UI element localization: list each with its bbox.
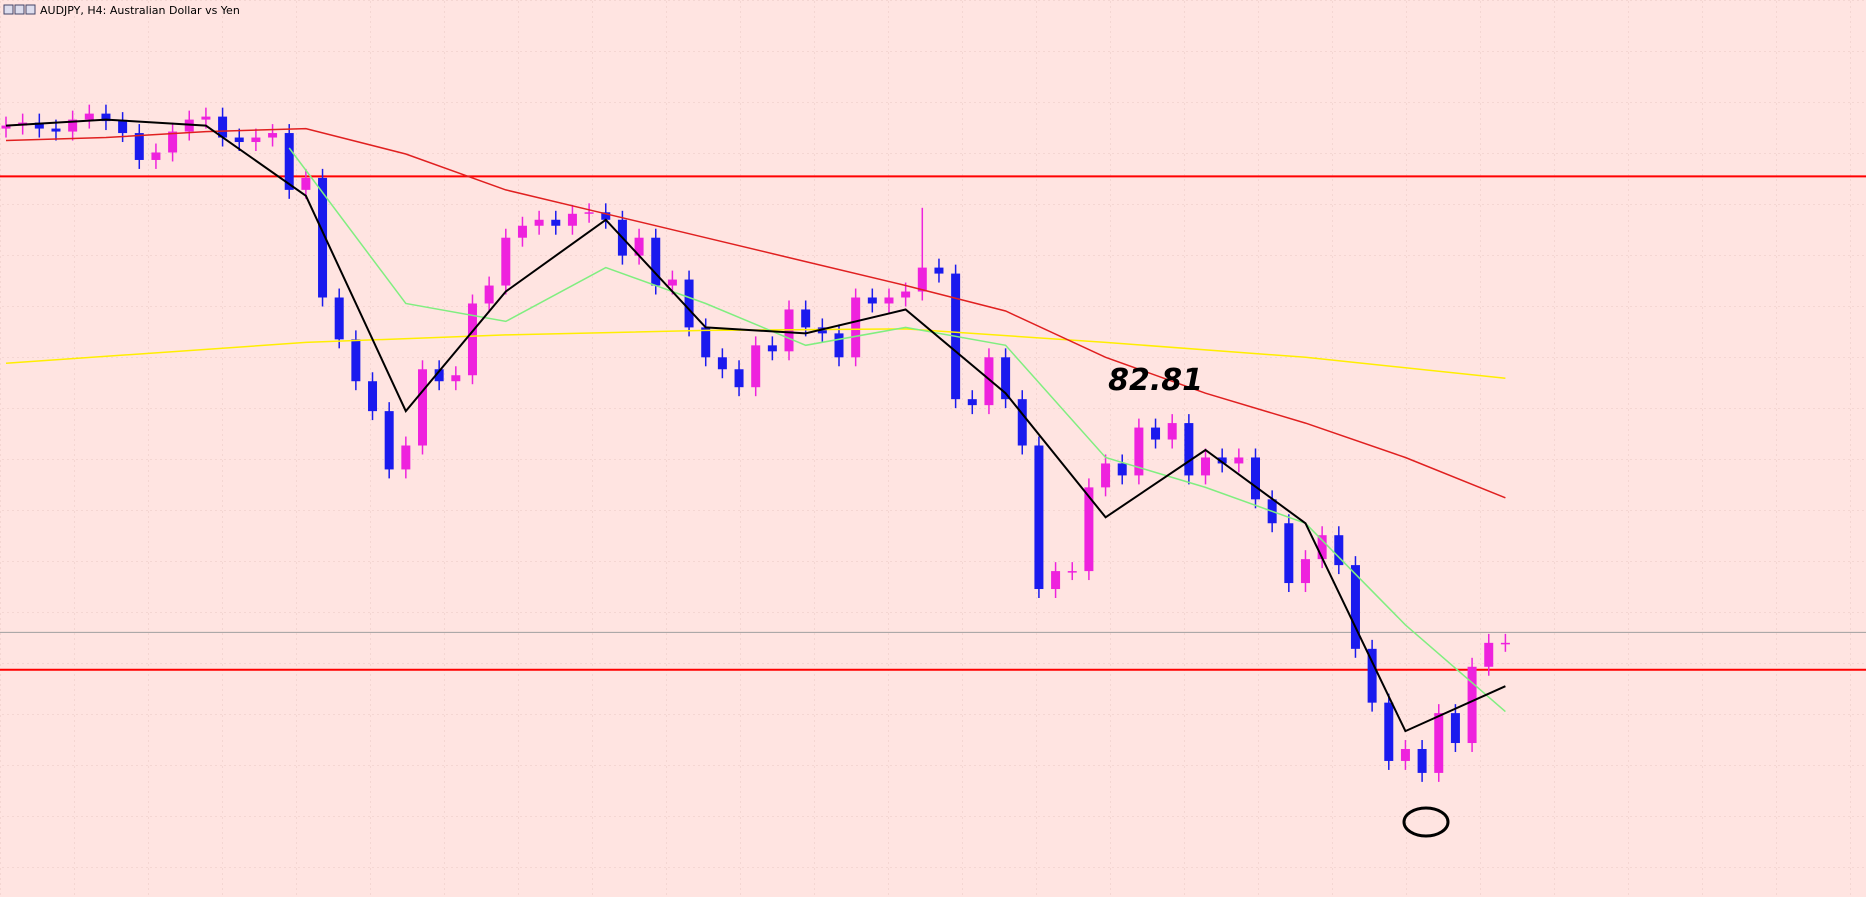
candle-body [251, 137, 261, 143]
candle-body [467, 303, 477, 376]
candle-body [1151, 427, 1161, 440]
candle-body [134, 133, 144, 160]
candle-body [967, 399, 977, 406]
plot: 82.81 [0, 104, 1866, 782]
candle-body [484, 285, 494, 304]
moving-average [5, 328, 1506, 379]
candle-body [168, 131, 178, 153]
candle-body [634, 237, 644, 256]
candle-body [234, 137, 244, 143]
candle-body [1051, 571, 1061, 590]
candle-body [1167, 423, 1177, 440]
candle-body [1450, 713, 1460, 744]
candle-body [201, 116, 211, 120]
candle-body [1101, 463, 1111, 488]
candle-body [767, 345, 777, 352]
candle-body [934, 267, 944, 274]
candle-body [384, 411, 394, 470]
candle-body [867, 297, 877, 304]
candle-body [434, 369, 444, 382]
candle-body [51, 128, 61, 132]
candle-body [984, 357, 994, 406]
candle-body [1317, 535, 1327, 560]
candle-body [751, 345, 761, 388]
candle-body [734, 369, 744, 388]
candle-body [667, 279, 677, 286]
candle-body [1350, 565, 1360, 649]
candle-body [551, 219, 561, 226]
candle-body [151, 152, 161, 160]
candle-body [601, 212, 611, 220]
candle-body [451, 375, 461, 382]
candle-body [1367, 648, 1377, 703]
candle-body [68, 119, 78, 132]
candle-body [334, 297, 344, 340]
candle-body [717, 357, 727, 370]
candle-body [851, 297, 861, 358]
moving-average [5, 118, 1506, 733]
candle-body [651, 237, 661, 286]
candle-body [1300, 559, 1310, 584]
candle-body [401, 445, 411, 470]
candle-body [34, 122, 44, 129]
candle-body [218, 116, 228, 138]
candle-body [1, 125, 11, 129]
candle-body [268, 133, 278, 138]
candle-body [1084, 487, 1094, 572]
candle-body [684, 279, 694, 328]
window-icon [14, 4, 25, 15]
candle-body [1184, 423, 1194, 476]
candle-body [1117, 463, 1127, 476]
moving-average [5, 127, 1506, 499]
candle-body [584, 212, 594, 214]
candle-body [501, 237, 511, 286]
candle-body [1384, 702, 1394, 761]
candle-body [1484, 642, 1494, 667]
candle-body [1234, 457, 1244, 464]
circle-marker [1402, 806, 1450, 838]
candle-body [118, 121, 128, 134]
candle-body [1134, 427, 1144, 476]
candle-body [1284, 523, 1294, 584]
candle-body [567, 213, 577, 226]
candle-body [834, 333, 844, 358]
candle-body [1400, 748, 1410, 761]
window-icon [25, 4, 36, 15]
candle-body [1017, 399, 1027, 446]
candle-body [901, 291, 911, 298]
candle-body [1334, 535, 1344, 566]
candle-body [884, 297, 894, 304]
candle-body [84, 113, 94, 120]
candle-body [1467, 666, 1477, 744]
candle-body [1251, 457, 1260, 500]
candle-body [1500, 642, 1510, 645]
candle-body [1417, 748, 1427, 773]
price-annotation: 82.81 [1108, 363, 1203, 398]
candle-body [1434, 713, 1444, 773]
candle-body [284, 133, 294, 190]
candle-body [301, 177, 311, 190]
candle-body [1067, 571, 1077, 573]
candle-body [701, 327, 711, 358]
candle-body [1001, 357, 1011, 400]
candle-body [418, 369, 427, 446]
chart-title: AUDJPY, H4: Australian Dollar vs Yen [40, 4, 240, 17]
window-icon [3, 4, 14, 15]
candle-body [801, 309, 811, 328]
candle-body [101, 113, 111, 122]
candle-body [1217, 457, 1227, 464]
candle-body [517, 225, 527, 238]
candle-body [351, 339, 361, 382]
candle-body [318, 177, 328, 298]
candle-body [1201, 457, 1211, 476]
candle-body [1034, 445, 1044, 590]
candle-body [534, 219, 544, 226]
candle-body [368, 381, 378, 412]
candle-body [917, 267, 927, 292]
